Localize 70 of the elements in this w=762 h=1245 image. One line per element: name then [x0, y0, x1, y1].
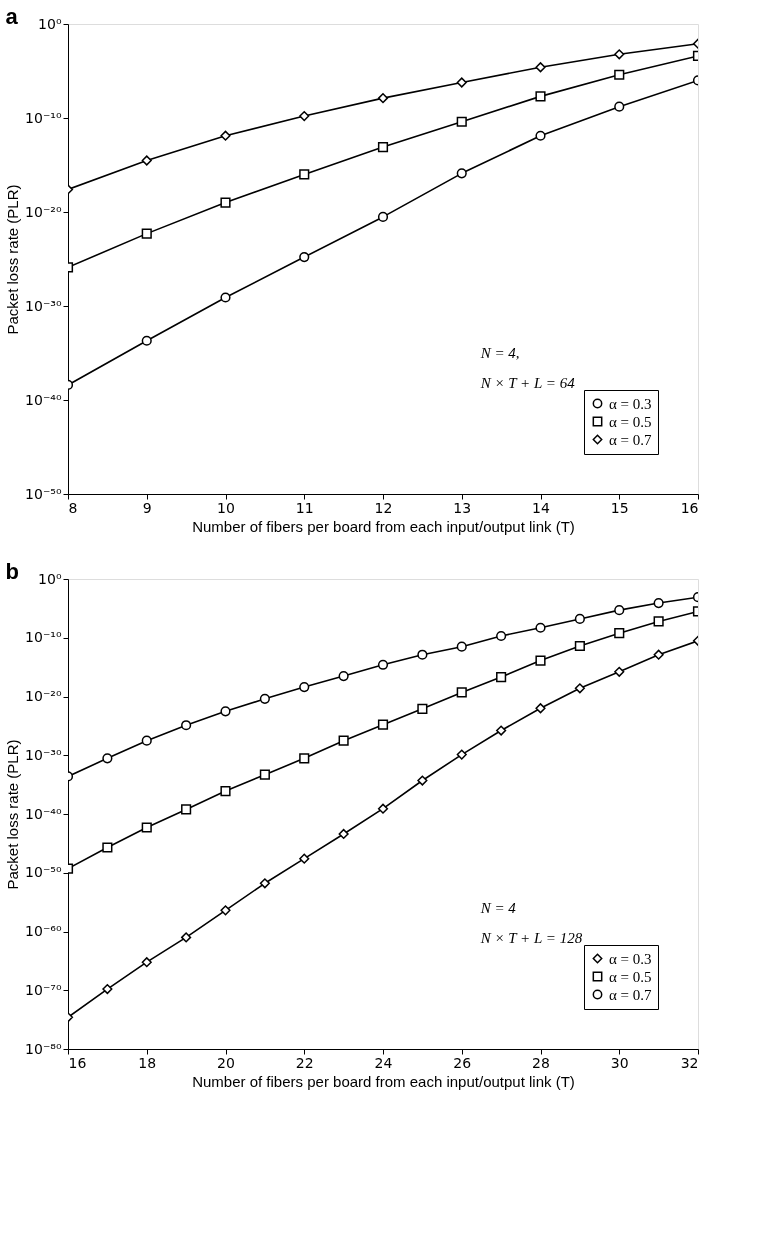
x-tick-label: 11 [295, 499, 314, 516]
x-tick-label: 20 [217, 1054, 235, 1071]
chart-title: a [5, 4, 19, 29]
point [535, 91, 546, 102]
point [377, 211, 389, 222]
y-tick-label: 10⁻⁴⁰ [25, 391, 62, 408]
x-tick-label: 22 [295, 1054, 314, 1071]
legend-label: α = 0.5 [609, 968, 652, 985]
y-tick-label: 10⁻⁵⁰ [25, 485, 62, 502]
annotation: N = 4 [479, 900, 517, 916]
y-tick-label: 10⁻⁵⁰ [25, 864, 62, 881]
point [299, 252, 310, 263]
x-tick-label: 16 [68, 1054, 87, 1071]
y-tick-label: 10⁻¹⁰ [25, 629, 62, 646]
point [220, 292, 231, 303]
x-tick-label: 28 [532, 1054, 550, 1071]
legend-label: α = 0.3 [609, 395, 652, 412]
x-tick-label: 30 [610, 1054, 629, 1071]
y-tick-label: 10⁰ [38, 15, 62, 32]
x-tick-label: 9 [142, 499, 152, 516]
point [456, 168, 467, 179]
legend-label: α = 0.7 [609, 431, 653, 448]
point [141, 228, 152, 239]
point [456, 116, 467, 127]
y-tick-label: 10⁻⁴⁰ [25, 805, 62, 822]
y-axis-title: Packet loss rate (PLR) [4, 739, 22, 890]
y-tick-label: 10⁰ [38, 570, 62, 587]
point [614, 101, 625, 112]
x-tick-label: 24 [374, 1054, 393, 1071]
x-tick-label: 16 [680, 499, 699, 516]
point [614, 49, 625, 60]
x-tick-label: 8 [68, 499, 78, 516]
legend-label: α = 0.3 [609, 950, 652, 967]
annotation: N × T + L = 128 [479, 930, 583, 946]
point [377, 142, 389, 153]
x-axis-title: Number of fibers per board from each input/output link (T) [192, 1072, 575, 1090]
x-tick-label: 32 [680, 1054, 699, 1071]
y-tick-label: 10⁻⁷⁰ [25, 981, 62, 998]
point [220, 197, 231, 208]
point [220, 130, 231, 141]
y-tick-label: 10⁻¹⁰ [25, 109, 62, 126]
x-tick-label: 15 [610, 499, 629, 516]
point [141, 155, 152, 166]
y-tick-label: 10⁻⁶⁰ [25, 923, 62, 939]
y-tick-label: 10⁻²⁰ [25, 203, 62, 220]
point [141, 335, 152, 346]
x-tick-label: 14 [532, 499, 550, 516]
x-tick-label: 10 [217, 499, 235, 516]
point [299, 111, 310, 122]
y-tick-label: 10⁻³⁰ [25, 746, 62, 763]
x-tick-label: 18 [138, 1054, 157, 1071]
point [535, 130, 546, 141]
point [456, 77, 467, 88]
x-tick-label: 12 [374, 499, 393, 516]
point [299, 169, 310, 180]
y-tick-label: 10⁻³⁰ [25, 297, 62, 314]
point [614, 69, 625, 80]
annotation: N × T + L = 64 [479, 375, 576, 391]
chart-title: b [5, 559, 20, 584]
x-tick-label: 26 [453, 1054, 472, 1071]
legend-label: α = 0.7 [609, 986, 653, 1003]
point [535, 62, 546, 73]
x-axis-title: Number of fibers per board from each input/output link (T) [192, 517, 575, 535]
point [377, 93, 389, 104]
legend-label: α = 0.5 [609, 413, 652, 430]
annotation: N = 4, [479, 345, 520, 361]
y-tick-label: 10⁻⁸⁰ [25, 1040, 62, 1057]
x-tick-label: 13 [453, 499, 472, 516]
y-tick-label: 10⁻²⁰ [25, 688, 62, 704]
y-axis-title: Packet loss rate (PLR) [4, 184, 22, 335]
